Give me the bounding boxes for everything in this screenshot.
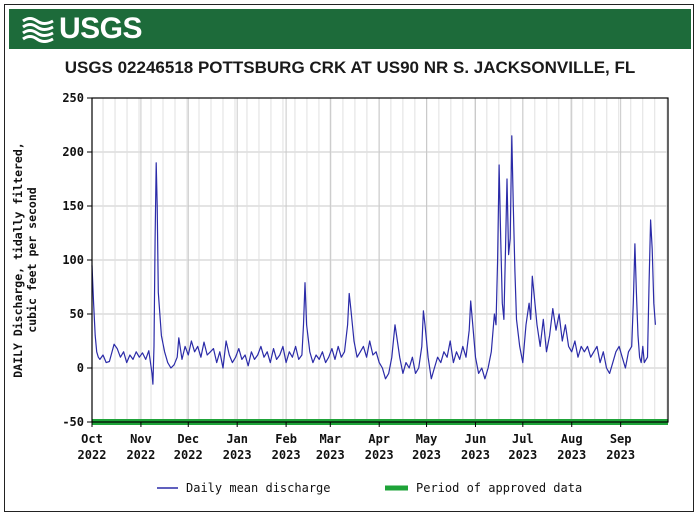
x-tick-month: May: [416, 432, 438, 446]
x-tick-month: Jul: [512, 432, 534, 446]
x-tick-month: Nov: [130, 432, 152, 446]
x-axis: Oct 2022 Nov 2022 Dec 2022 Jan 2023 Feb 2023 Mar 20…: [78, 422, 635, 462]
chart-frame: [4, 4, 694, 512]
x-tick-year: 2022: [126, 448, 155, 462]
y-tick-label: 100: [62, 253, 84, 267]
x-tick-year: 2023: [461, 448, 490, 462]
y-axis-label: DAILY Discharge, tidally filtered, cubic …: [11, 142, 39, 377]
x-tick-year: 2022: [78, 448, 107, 462]
x-tick-year: 2023: [316, 448, 345, 462]
chart-title: USGS 02246518 POTTSBURG CRK AT US90 NR S…: [64, 58, 636, 77]
legend-label-discharge: Daily mean discharge: [186, 481, 331, 495]
usgs-wave-icon: [22, 17, 54, 43]
y-tick-label: 200: [62, 145, 84, 159]
x-tick-month: Mar: [319, 432, 341, 446]
chart-grid: [91, 97, 668, 423]
usgs-logo[interactable]: USGS: [21, 11, 143, 47]
x-tick-year: 2023: [508, 448, 537, 462]
x-tick-year: 2023: [606, 448, 635, 462]
y-tick-label: 150: [62, 199, 84, 213]
usgs-banner: USGS: [9, 9, 691, 49]
x-tick-month: Jan: [226, 432, 248, 446]
chart-legend: Daily mean discharge Period of approved d…: [157, 481, 582, 495]
y-tick-label: 0: [77, 361, 84, 375]
x-tick-month: Jun: [465, 432, 487, 446]
x-tick-month: Feb: [275, 432, 297, 446]
x-tick-year: 2023: [557, 448, 586, 462]
x-tick-year: 2023: [365, 448, 394, 462]
y-tick-label: 50: [70, 307, 84, 321]
x-tick-year: 2023: [412, 448, 441, 462]
x-tick-month: Oct: [81, 432, 103, 446]
x-tick-year: 2023: [223, 448, 252, 462]
daily-mean-discharge-line: [91, 135, 656, 385]
y-tick-label: -50: [62, 415, 84, 429]
y-axis-label-line: DAILY Discharge, tidally filtered,: [11, 142, 25, 377]
legend-label-approved: Period of approved data: [416, 481, 582, 495]
x-tick-month: Dec: [177, 432, 199, 446]
x-tick-month: Sep: [610, 432, 632, 446]
x-tick-year: 2022: [174, 448, 203, 462]
x-tick-month: Aug: [561, 432, 583, 446]
y-axis: 250 200 150 100 50 0 -50: [62, 91, 92, 429]
x-tick-month: Apr: [368, 432, 390, 446]
y-tick-label: 250: [62, 91, 84, 105]
y-axis-label-line: cubic feet per second: [25, 187, 39, 332]
x-tick-year: 2023: [272, 448, 301, 462]
series-layer: [91, 135, 656, 385]
usgs-logo-text: USGS: [59, 12, 143, 45]
